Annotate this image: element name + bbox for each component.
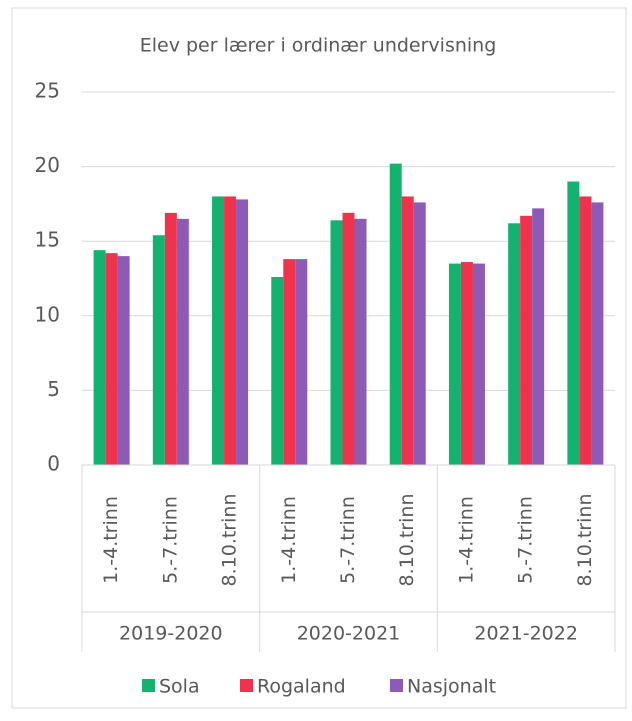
bar — [236, 199, 249, 465]
bar — [117, 256, 130, 465]
chart-title: Elev per lærer i ordinær undervisning — [140, 35, 497, 57]
x-tick-label: 5.-7.trinn — [337, 496, 359, 584]
x-tick-label: 8.10.trinn — [396, 494, 418, 587]
bar — [448, 263, 461, 465]
bar — [295, 259, 308, 465]
x-tick-label: 1.-4.trinn — [278, 496, 300, 584]
x-tick-label: 8.10.trinn — [219, 494, 241, 587]
group-label: 2019-2020 — [119, 623, 223, 645]
y-tick-label: 20 — [35, 153, 60, 177]
bar — [176, 218, 189, 465]
bar — [389, 163, 402, 465]
y-tick-label: 0 — [47, 452, 60, 476]
bar — [283, 259, 296, 465]
bar — [567, 181, 580, 465]
x-tick-label: 8.10.trinn — [574, 494, 596, 587]
y-tick-label: 25 — [35, 79, 60, 103]
x-tick-label: 1.-4.trinn — [100, 496, 122, 584]
x-tick-label: 5.-7.trinn — [159, 496, 181, 584]
bar — [271, 277, 284, 465]
legend-swatch — [390, 679, 403, 692]
group-label: 2020-2021 — [297, 623, 401, 645]
y-tick-label: 5 — [47, 377, 60, 401]
bar — [460, 262, 473, 465]
bar — [401, 196, 414, 465]
legend-label: Rogaland — [257, 676, 346, 698]
bar — [164, 212, 177, 465]
y-tick-label: 10 — [35, 302, 60, 326]
group-label: 2021-2022 — [474, 623, 578, 645]
bar — [342, 212, 355, 465]
legend-label: Nasjonalt — [407, 676, 496, 698]
bar — [330, 220, 343, 465]
bar — [354, 218, 367, 465]
bar — [520, 215, 533, 465]
legend-swatch — [240, 679, 253, 692]
x-tick-label: 1.-4.trinn — [455, 496, 477, 584]
bar — [152, 235, 165, 465]
legend-swatch — [142, 679, 155, 692]
bar — [472, 263, 485, 465]
bar — [591, 202, 604, 465]
y-tick-label: 15 — [35, 228, 60, 252]
x-tick-label: 5.-7.trinn — [515, 496, 537, 584]
bar — [105, 253, 118, 465]
bar — [413, 202, 426, 465]
legend-label: Sola — [159, 676, 200, 698]
bar — [212, 196, 225, 465]
bar — [93, 250, 106, 465]
bar — [224, 196, 237, 465]
bar — [579, 196, 592, 465]
bar — [532, 208, 545, 465]
bar — [508, 223, 521, 465]
